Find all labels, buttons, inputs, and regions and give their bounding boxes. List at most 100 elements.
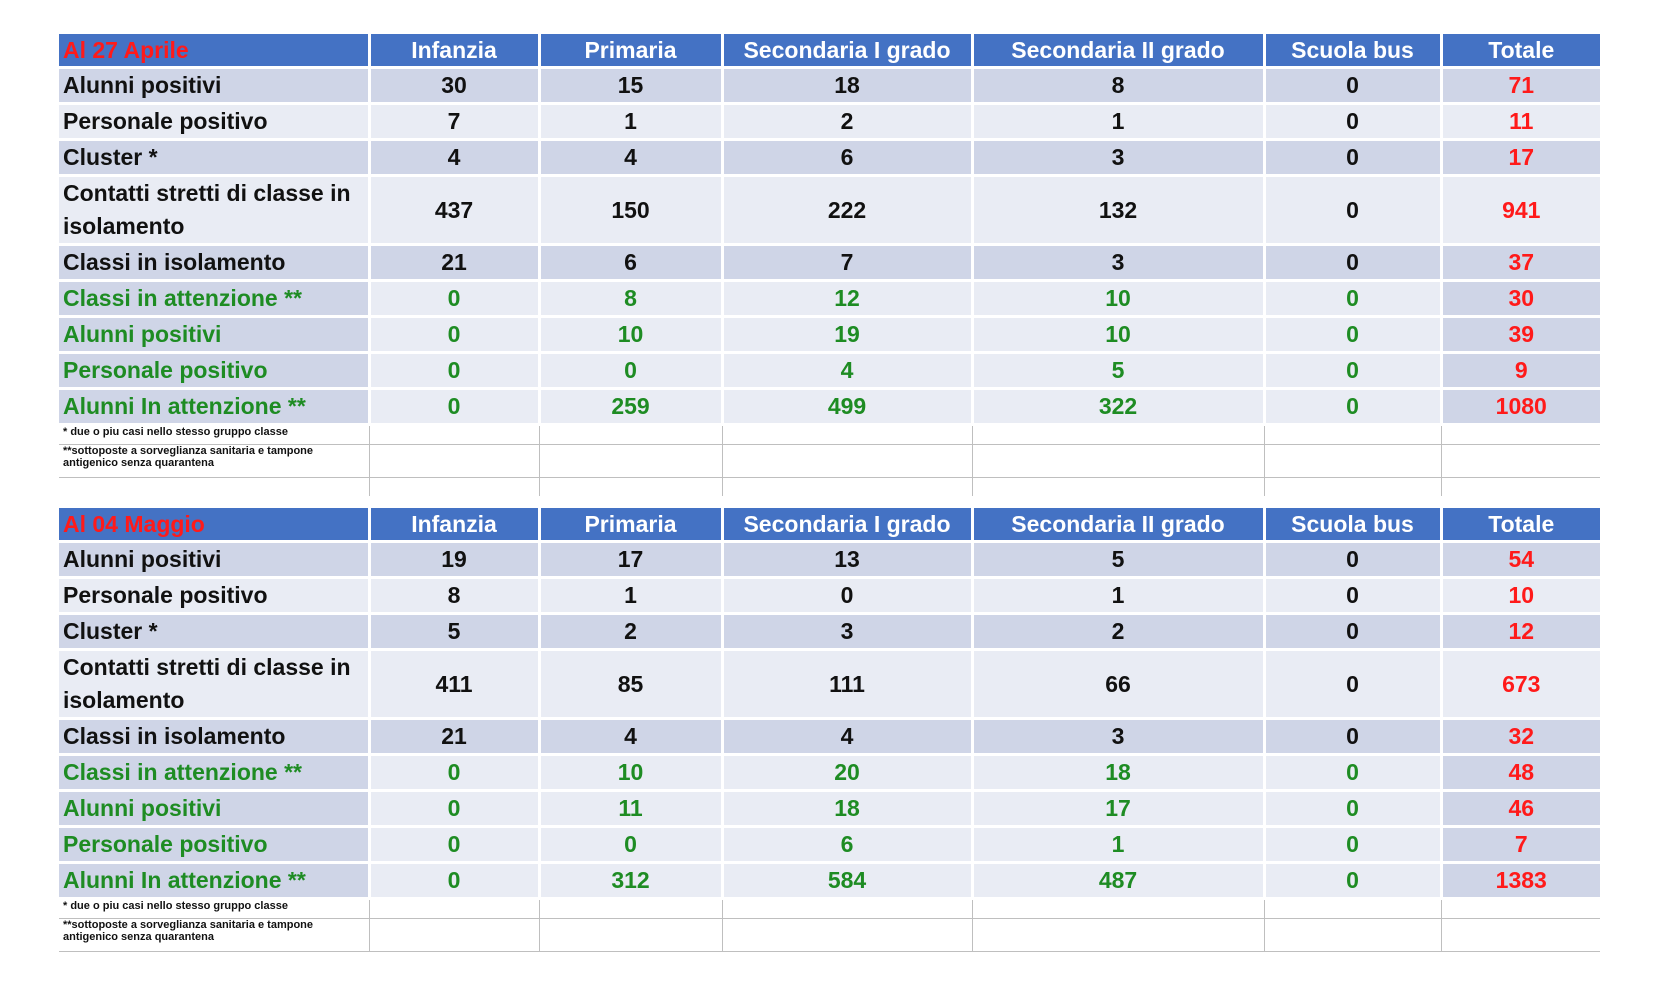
- cell-value: 0: [1264, 280, 1443, 318]
- cell-value: 4: [722, 718, 974, 756]
- cell-value: 7: [722, 244, 974, 282]
- cell-value: 0: [369, 352, 541, 390]
- cell-value: 21: [369, 244, 541, 282]
- row-label: Alunni In attenzione **: [59, 862, 371, 900]
- footnote-row: * due o piu casi nello stesso gruppo cla…: [59, 424, 1600, 445]
- cell-value: 1: [539, 577, 724, 615]
- cell-value: 10: [972, 316, 1266, 354]
- cell-value: 8: [369, 577, 541, 615]
- cell-value: 0: [1264, 649, 1443, 720]
- cell-total: 673: [1441, 649, 1600, 720]
- cell-value: 499: [722, 388, 974, 426]
- row-label: Personale positivo: [59, 577, 371, 615]
- cell-value: 2: [722, 103, 974, 141]
- date-label: Al 27 Aprile: [59, 34, 371, 69]
- table-row: Alunni positivi 30 15 18 8 0 71: [59, 67, 1600, 105]
- cell-value: 1: [972, 826, 1266, 864]
- cell-value: 1: [972, 103, 1266, 141]
- row-label: Cluster *: [59, 139, 371, 177]
- cell-value: 3: [722, 613, 974, 651]
- cell-value: 5: [972, 352, 1266, 390]
- cell-value: 111: [722, 649, 974, 720]
- cell-total: 941: [1441, 175, 1600, 246]
- cell-value: 0: [1264, 244, 1443, 282]
- cell-value: 3: [972, 718, 1266, 756]
- data-table: Al 04 Maggio Infanzia Primaria Secondari…: [59, 508, 1600, 952]
- cell-value: 3: [972, 244, 1266, 282]
- col-header-primaria: Primaria: [539, 508, 724, 543]
- cell-value: 6: [539, 244, 724, 282]
- cell-total: 71: [1441, 67, 1600, 105]
- cell-value: 312: [539, 862, 724, 900]
- col-header-secondaria-ii: Secondaria II grado: [972, 508, 1266, 543]
- row-label-line1: Contatti stretti di classe in: [63, 180, 351, 206]
- cell-value: 12: [722, 280, 974, 318]
- table-04-maggio: Al 04 Maggio Infanzia Primaria Secondari…: [59, 508, 1600, 952]
- col-header-scuola-bus: Scuola bus: [1264, 34, 1443, 69]
- col-header-totale: Totale: [1441, 508, 1600, 543]
- cell-value: 132: [972, 175, 1266, 246]
- table-row: Alunni In attenzione ** 0 312 584 487 0 …: [59, 862, 1600, 900]
- cell-total: 9: [1441, 352, 1600, 390]
- cell-value: 15: [539, 67, 724, 105]
- table-row: Alunni positivi 0 11 18 17 0 46: [59, 790, 1600, 828]
- cell-total: 12: [1441, 613, 1600, 651]
- table-row: Cluster * 4 4 6 3 0 17: [59, 139, 1600, 177]
- cell-value: 6: [722, 826, 974, 864]
- row-label: Contatti stretti di classe in isolamento: [59, 175, 371, 246]
- cell-value: 0: [1264, 103, 1443, 141]
- row-label: Contatti stretti di classe in isolamento: [59, 649, 371, 720]
- cell-value: 0: [1264, 175, 1443, 246]
- cell-value: 17: [539, 541, 724, 579]
- cell-value: 10: [539, 754, 724, 792]
- cell-value: 0: [1264, 67, 1443, 105]
- row-label: Personale positivo: [59, 352, 371, 390]
- cell-value: 5: [369, 613, 541, 651]
- cell-value: 150: [539, 175, 724, 246]
- cell-value: 0: [1264, 718, 1443, 756]
- table-row: Alunni positivi 0 10 19 10 0 39: [59, 316, 1600, 354]
- footnote-row: **sottoposte a sorveglianza sanitaria e …: [59, 444, 1600, 478]
- table-row: Classi in attenzione ** 0 10 20 18 0 48: [59, 754, 1600, 792]
- row-label-line2: isolamento: [63, 213, 185, 239]
- cell-value: 322: [972, 388, 1266, 426]
- cell-value: 0: [722, 577, 974, 615]
- cell-value: 437: [369, 175, 541, 246]
- cell-value: 85: [539, 649, 724, 720]
- footnote-line: **sottoposte a sorveglianza sanitaria e …: [63, 445, 314, 457]
- col-header-primaria: Primaria: [539, 34, 724, 69]
- row-label: Classi in isolamento: [59, 718, 371, 756]
- cell-total: 48: [1441, 754, 1600, 792]
- cell-value: 0: [1264, 388, 1443, 426]
- cell-value: 6: [722, 139, 974, 177]
- cell-total: 7: [1441, 826, 1600, 864]
- cell-total: 11: [1441, 103, 1600, 141]
- cell-value: 10: [539, 316, 724, 354]
- col-header-infanzia: Infanzia: [369, 508, 541, 543]
- row-label: Personale positivo: [59, 826, 371, 864]
- cell-value: 1: [539, 103, 724, 141]
- cell-value: 584: [722, 862, 974, 900]
- cell-value: 19: [722, 316, 974, 354]
- cell-value: 0: [1264, 352, 1443, 390]
- row-label: Personale positivo: [59, 103, 371, 141]
- cell-value: 4: [722, 352, 974, 390]
- cell-value: 21: [369, 718, 541, 756]
- footnote-row: **sottoposte a sorveglianza sanitaria e …: [59, 918, 1600, 952]
- cell-value: 4: [369, 139, 541, 177]
- cell-value: 4: [539, 718, 724, 756]
- cell-total: 10: [1441, 577, 1600, 615]
- cell-value: 0: [369, 280, 541, 318]
- cell-value: 2: [539, 613, 724, 651]
- cell-value: 259: [539, 388, 724, 426]
- cell-value: 2: [972, 613, 1266, 651]
- cell-total: 32: [1441, 718, 1600, 756]
- cell-value: 13: [722, 541, 974, 579]
- cell-value: 0: [1264, 862, 1443, 900]
- cell-value: 411: [369, 649, 541, 720]
- table-row: Personale positivo 8 1 0 1 0 10: [59, 577, 1600, 615]
- cell-value: 0: [1264, 790, 1443, 828]
- cell-value: 0: [1264, 577, 1443, 615]
- cell-value: 487: [972, 862, 1266, 900]
- cell-value: 8: [539, 280, 724, 318]
